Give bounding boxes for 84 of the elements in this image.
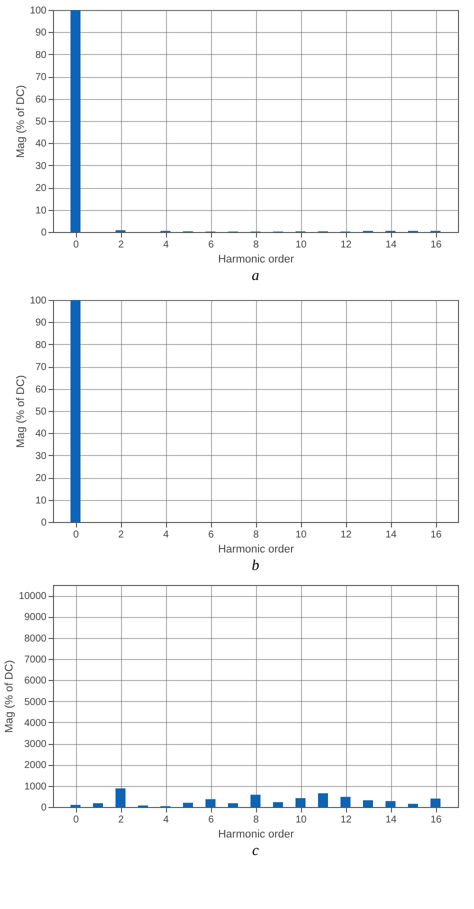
y-tick-label: 90 [35,28,47,39]
y-axis-title: Mag (% of DC) [14,375,27,448]
x-tick-label: 4 [163,814,170,826]
y-tick-label: 10000 [18,591,47,602]
bar [206,799,216,807]
text: c [252,843,260,859]
x-tick-label: 2 [118,814,124,826]
y-tick-label: 50 [35,116,47,128]
y-tick-label: 100 [30,296,47,306]
x-tick-label: 2 [118,530,124,540]
x-tick-label: 14 [385,530,397,540]
x-tick-label: 10 [295,240,307,250]
y-axis-title: Mag (% of DC) [4,660,16,733]
y-tick-label: 60 [35,94,47,106]
x-tick-label: 16 [430,530,442,540]
y-tick-label: 6000 [24,676,47,687]
x-tick-label: 12 [340,814,352,826]
y-tick-label: 80 [35,50,47,61]
bar [183,802,193,807]
x-tick-label: 6 [208,530,214,540]
x-tick-label: 14 [385,814,397,826]
bar [296,798,306,807]
x-tick-label: 10 [295,814,307,826]
x-tick-label: 8 [253,240,260,250]
y-tick-label: 4000 [24,718,47,729]
x-tick-label: 6 [208,240,214,250]
y-tick-label: 3000 [24,739,47,750]
y-tick-label: 20 [35,183,47,194]
y-tick-label: 9000 [24,612,47,624]
bar [363,800,373,807]
bar [250,794,260,807]
y-tick-label: 0 [40,518,47,528]
y-tick-label: 20 [35,473,47,484]
y-tick-label: 10 [35,495,47,506]
x-tick-label: 8 [253,814,260,826]
y-tick-label: 7000 [24,654,47,666]
x-tick-label: 16 [430,814,442,826]
y-tick-label: 2000 [24,760,47,772]
x-tick-label: 0 [73,530,80,540]
bar [430,798,440,807]
y-tick-label: 40 [35,428,47,440]
bar [93,803,103,807]
bar [70,10,80,232]
y-tick-label: 0 [40,802,47,814]
y-tick-label: 60 [35,384,47,396]
y-tick-label: 90 [35,318,47,329]
bar [408,804,418,807]
x-tick-label: 10 [295,530,307,540]
x-tick-label: 16 [430,240,442,250]
bar [273,802,283,807]
x-axis-title: Harmonic order [218,544,294,556]
y-tick-label: 30 [35,450,47,462]
y-tick-label: 80 [35,340,47,351]
bar [386,801,396,807]
y-tick-label: 40 [35,138,47,150]
y-tick-label: 5000 [24,696,47,708]
x-tick-label: 0 [73,240,80,250]
y-tick-label: 70 [35,362,47,374]
y-tick-label: 70 [35,72,47,84]
x-tick-label: 14 [385,240,397,250]
bar [318,793,328,807]
y-tick-label: 30 [35,160,47,172]
x-tick-label: 2 [118,240,124,250]
text: a [252,268,260,284]
bar [228,803,238,807]
x-tick-label: 8 [253,530,260,540]
y-tick-label: 50 [35,406,47,418]
bar [116,788,126,807]
x-tick-label: 6 [208,814,214,826]
y-tick-label: 100 [30,6,47,16]
bar [340,796,350,807]
x-tick-label: 4 [163,240,170,250]
x-tick-label: 4 [163,530,170,540]
y-tick-label: 0 [40,228,47,238]
x-tick-label: 0 [73,814,80,826]
x-axis-title: Harmonic order [218,828,294,840]
x-tick-label: 12 [340,530,352,540]
text: b [252,558,260,574]
y-tick-label: 8000 [24,633,47,644]
y-tick-label: 10 [35,205,47,216]
y-tick-label: 1000 [24,781,47,792]
x-axis-title: Harmonic order [218,254,294,266]
x-tick-label: 12 [340,240,352,250]
y-axis-title: Mag (% of DC) [14,85,27,158]
